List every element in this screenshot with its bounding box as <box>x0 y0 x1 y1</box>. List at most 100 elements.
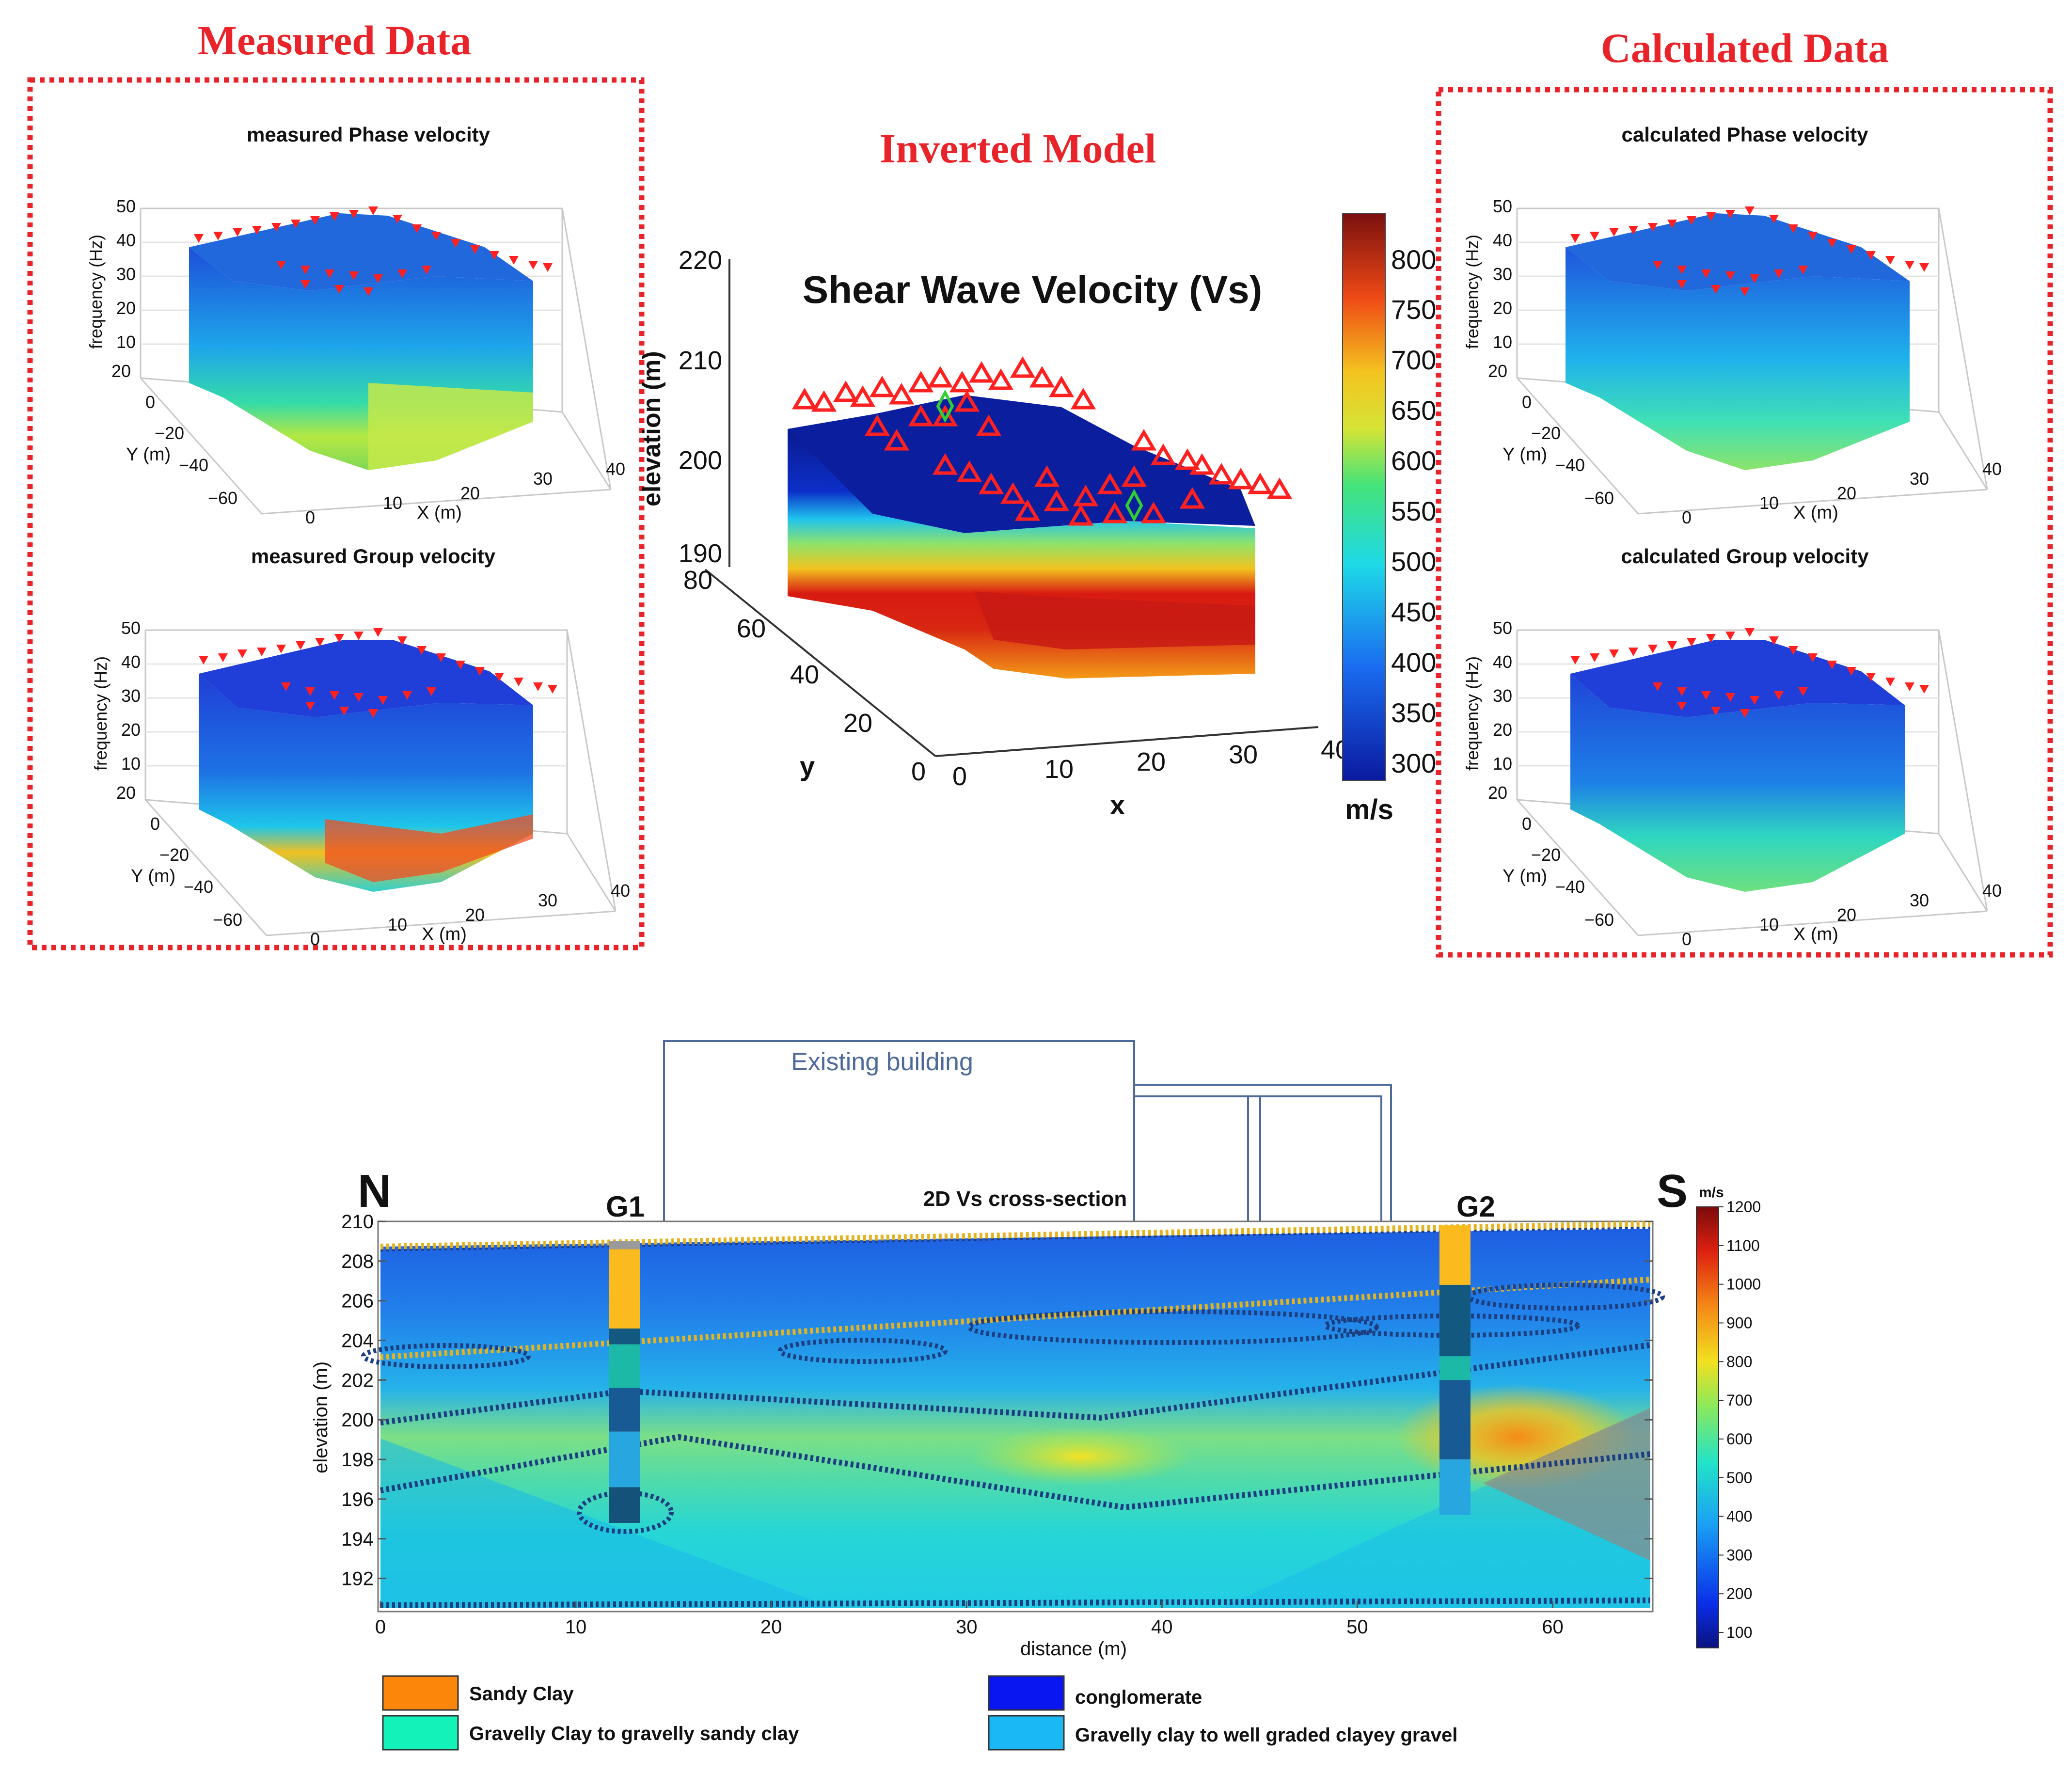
tick-label: 30 <box>121 686 141 706</box>
tick-label: 0 <box>1522 392 1532 412</box>
measured-data-header: Measured Data <box>198 17 472 63</box>
station-marker <box>1677 266 1687 274</box>
legend-label: Sandy Clay <box>469 1683 574 1705</box>
tick-label: 10 <box>1759 915 1779 934</box>
station-marker <box>1609 649 1619 658</box>
station-marker <box>533 682 543 691</box>
tick-label: 30 <box>1910 890 1929 910</box>
station-marker <box>1905 682 1914 691</box>
sandy-clay-base <box>380 1277 1651 1360</box>
station-marker <box>1725 210 1735 219</box>
plot-title: calculated Group velocity <box>1621 545 1869 568</box>
tick-label: 40 <box>1493 652 1512 672</box>
legend-label: Gravelly Clay to gravelly sandy clay <box>469 1723 799 1744</box>
station-marker <box>213 232 223 240</box>
z-axis-label: frequency (Hz) <box>91 656 111 771</box>
tick-label: 20 <box>460 483 480 503</box>
x-tick-label: 60 <box>1542 1616 1564 1638</box>
y-axis-label: Y (m) <box>126 444 171 465</box>
station-marker <box>436 653 446 662</box>
tick-label: 20 <box>465 905 485 925</box>
volume-top <box>189 213 533 291</box>
calculated-phase-plot: calculated Phase velocity 50 40 30 20 10… <box>1462 123 2002 527</box>
tick-label: −20 <box>1531 845 1561 865</box>
cross-section-plot: Existing building 2D Vs cross-section N … <box>310 1040 1761 1660</box>
tick-label: 20 <box>1493 720 1512 740</box>
x-axis-label: X (m) <box>417 503 462 523</box>
station-marker <box>976 414 1002 436</box>
station-marker <box>1590 232 1599 240</box>
station-marker <box>334 634 344 643</box>
station-marker <box>417 646 427 655</box>
lower-left-wedge <box>380 1439 834 1608</box>
tick-label: 20 <box>111 361 131 381</box>
station-marker <box>1677 280 1687 289</box>
tick-label: 40 <box>606 459 625 479</box>
station-marker <box>1667 641 1677 650</box>
station-marker <box>1266 477 1293 499</box>
lens-outlines <box>361 1282 1665 1534</box>
station-marker <box>397 636 407 645</box>
tick-label: 0 <box>145 392 155 412</box>
station-marker <box>1750 274 1759 283</box>
station-marker <box>349 271 359 280</box>
borehole-marker <box>936 389 954 423</box>
borehole-layer <box>609 1344 640 1388</box>
section-colorbar <box>1696 1206 1719 1648</box>
borehole-layer <box>609 1487 640 1523</box>
station-marker <box>237 649 247 658</box>
station-marker <box>949 371 975 393</box>
station-marker <box>368 206 378 215</box>
yellow-zone <box>969 1427 1192 1486</box>
colorbar-tick-label: 1100 <box>1726 1237 1760 1254</box>
tick-label: 40 <box>611 881 630 901</box>
tick-label: 10 <box>383 493 402 513</box>
station-marker <box>334 285 344 294</box>
y-axis-label: Y (m) <box>1503 866 1547 886</box>
station-marker <box>1774 269 1784 278</box>
tick-label: 40 <box>1982 459 2002 479</box>
station-marker <box>1827 239 1837 248</box>
station-marker <box>1750 696 1759 705</box>
station-marker <box>451 239 460 248</box>
station-marker <box>301 280 310 289</box>
inverted-model-plot: Shear Wave Velocity (Vs) 220 210 200 190… <box>638 213 1436 825</box>
station-marker <box>276 645 286 653</box>
x-tick-label: 20 <box>760 1616 782 1638</box>
volume-anomaly <box>368 383 533 470</box>
tick-label: 40 <box>121 652 141 672</box>
x-axis-label: X (m) <box>1793 503 1838 523</box>
station-marker <box>811 390 837 412</box>
station-marker <box>1919 263 1929 272</box>
station-marker <box>330 212 339 221</box>
station-marker <box>402 691 412 700</box>
station-marker <box>1827 661 1837 669</box>
station-marker <box>1706 634 1716 643</box>
tick-label: 10 <box>1759 493 1779 513</box>
station-marker <box>509 256 519 265</box>
x-tick-label: 30 <box>956 1616 978 1638</box>
legend: Sandy Clay conglomerate Gravelly Clay to… <box>382 1675 1457 1751</box>
tick-label: −20 <box>159 845 189 865</box>
y-tick-label: 206 <box>341 1291 374 1312</box>
borehole-layer <box>1439 1356 1471 1380</box>
station-marker <box>1068 504 1094 526</box>
station-marker <box>1885 678 1895 686</box>
colorbar-tick-label: 800 <box>1726 1353 1752 1370</box>
station-marker <box>1725 693 1735 702</box>
station-marker <box>884 429 910 451</box>
measured-phase-plot: measured Phase velocity 50 40 30 20 10 f… <box>86 123 625 527</box>
z-axis-ticks: 220 210 200 190 <box>679 246 722 568</box>
tick-label: 0 <box>952 762 967 791</box>
tick-label: 40 <box>116 230 136 250</box>
measured-panel-border <box>27 77 645 950</box>
volume-top <box>199 640 533 717</box>
tick-label: 30 <box>533 469 553 489</box>
tick-label: 10 <box>388 915 407 934</box>
station-marker <box>354 632 364 640</box>
colorbar-tick-label: 1200 <box>1726 1198 1761 1216</box>
y-axis-label: y <box>800 751 815 781</box>
colorbar-tick-label: 900 <box>1726 1314 1752 1331</box>
tick-label: −20 <box>155 423 184 443</box>
